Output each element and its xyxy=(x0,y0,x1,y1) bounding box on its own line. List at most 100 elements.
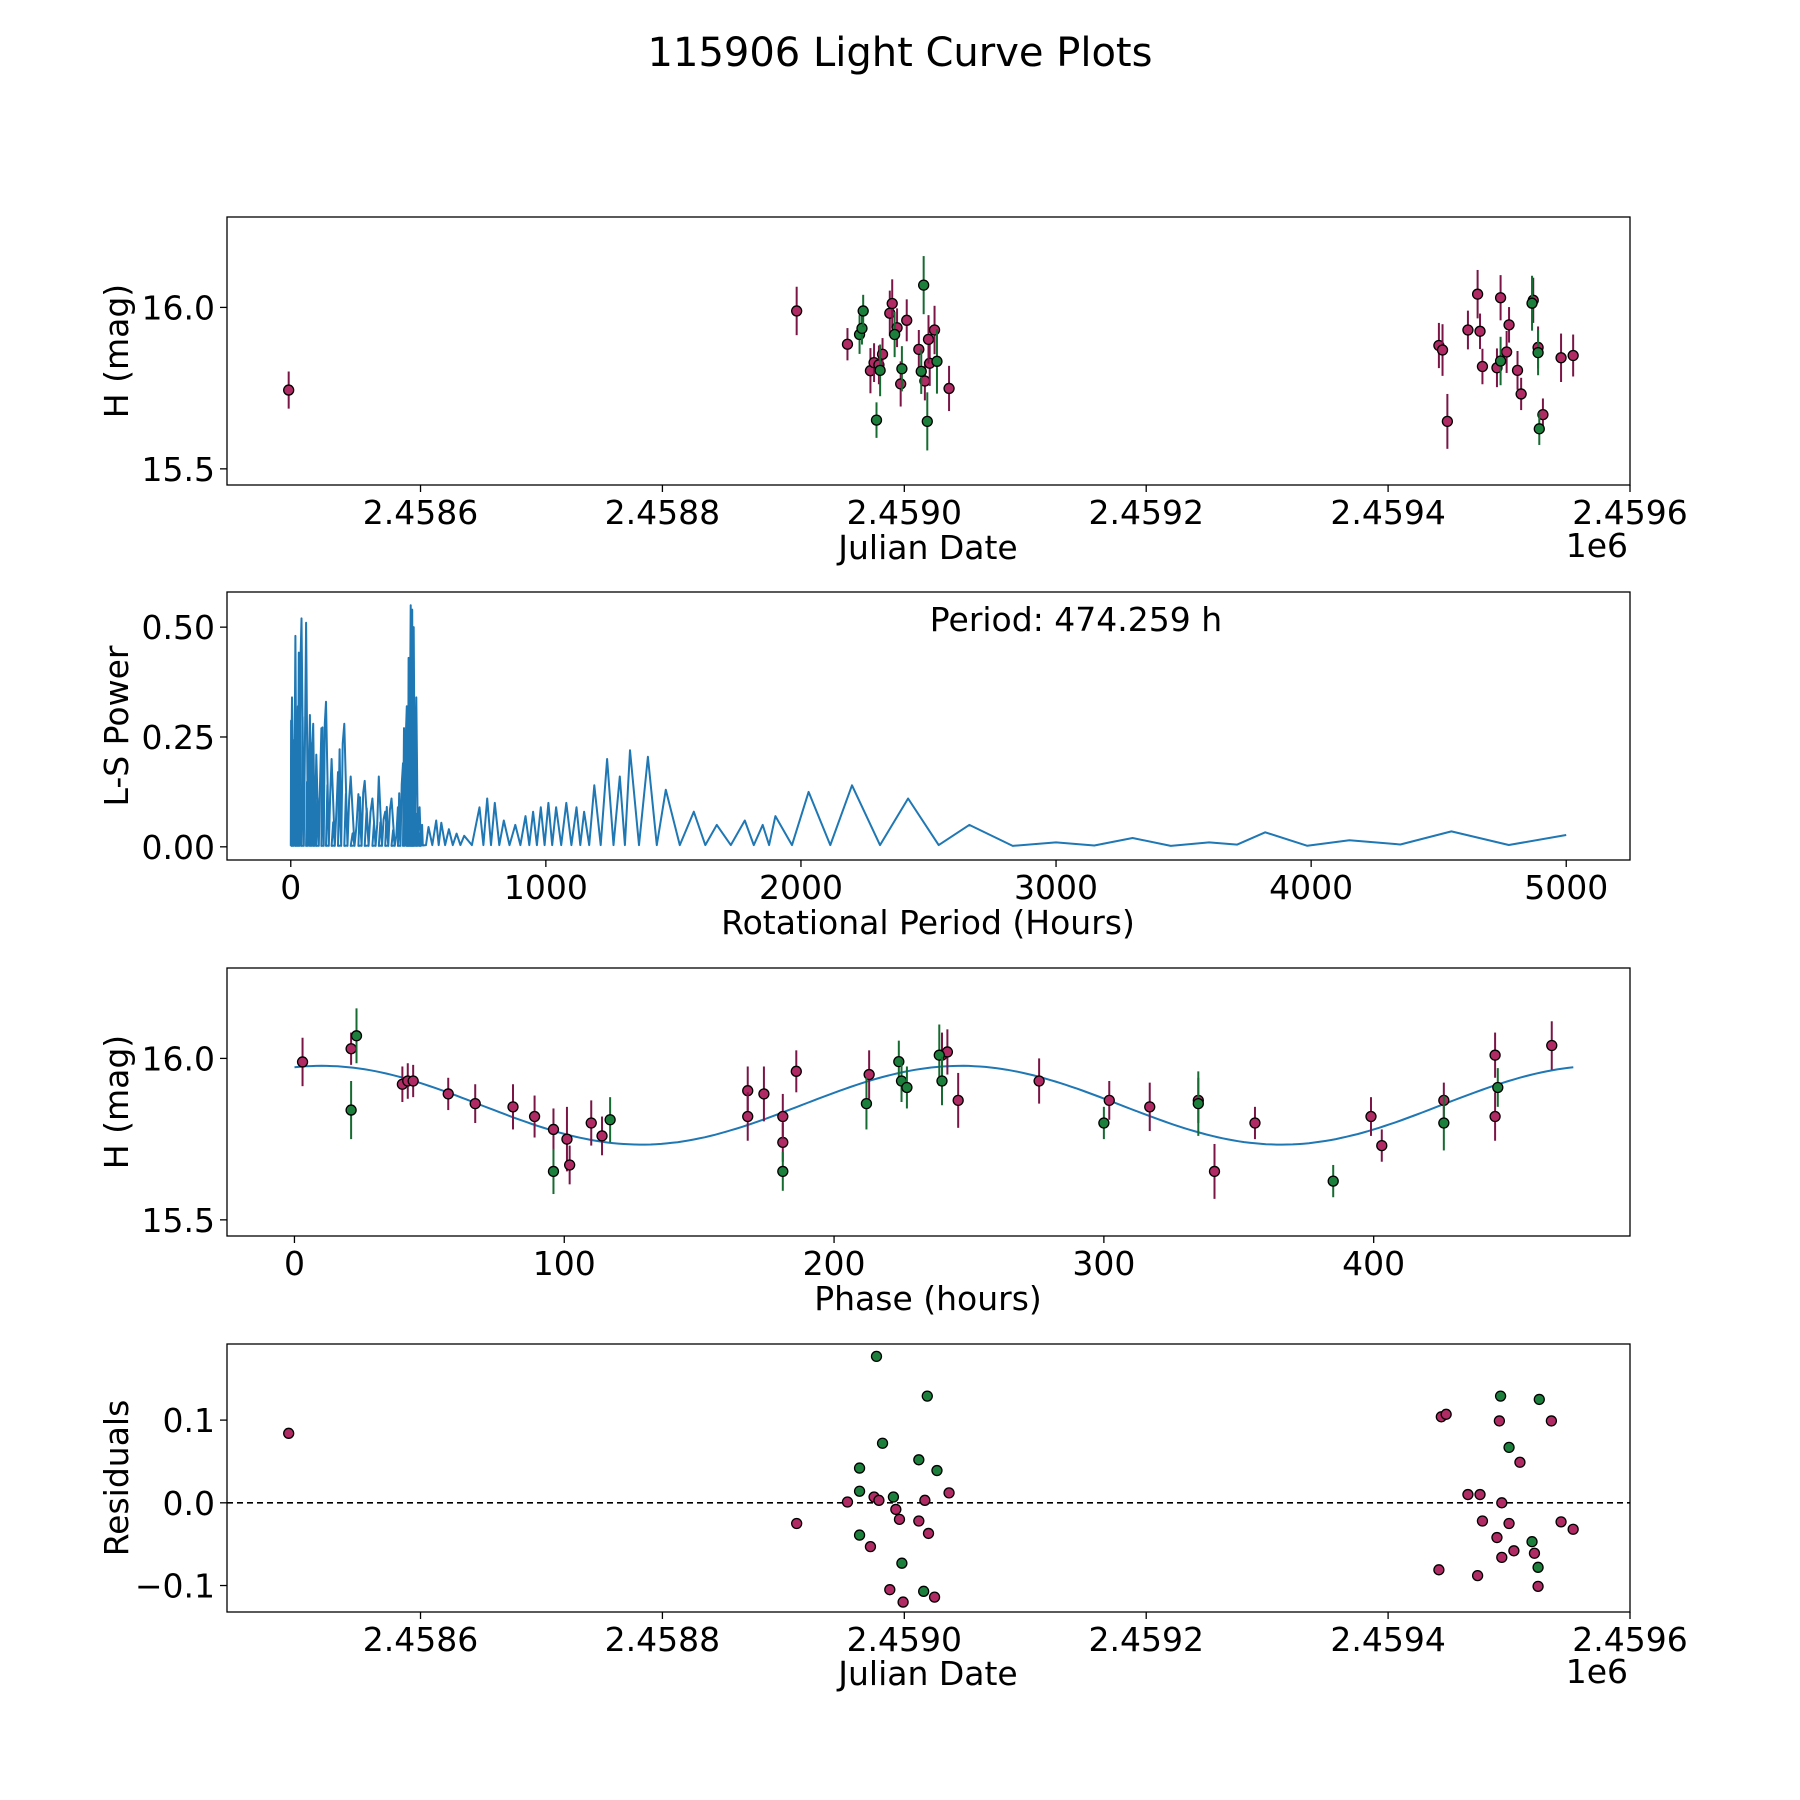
residuals-point-r xyxy=(1474,1488,1486,1501)
lightcurve-point-r xyxy=(895,378,907,390)
residuals-point-r xyxy=(893,1513,906,1526)
residuals-point-g xyxy=(1494,1390,1507,1402)
phased-point-g xyxy=(1098,1117,1110,1129)
lightcurve-point-g xyxy=(1532,346,1544,359)
residuals-ytick-label: 0.0 xyxy=(163,1484,215,1523)
residuals-xtick-label: 2.4586 xyxy=(363,1620,478,1659)
lightcurve-point-g xyxy=(931,355,943,367)
residuals-point-r xyxy=(1503,1517,1515,1530)
residuals-point-r xyxy=(922,1527,935,1540)
residuals-point-r xyxy=(913,1515,925,1527)
residuals-x-offset: 1e6 xyxy=(1566,1652,1628,1691)
periodogram-ylabel: L-S Power xyxy=(97,645,136,806)
lightcurve-point-g xyxy=(915,365,927,377)
residuals-xtick-label: 2.4594 xyxy=(1330,1620,1445,1659)
phased-point-g xyxy=(1192,1097,1204,1110)
residuals-point-r xyxy=(1496,1497,1508,1509)
residuals-point-r xyxy=(1496,1551,1508,1564)
lightcurve-ticks: 2.4586 2.4588 2.4590 2.4592 2.4594 2.4596 15.5… xyxy=(142,288,1688,532)
residuals-point-r xyxy=(919,1494,931,1506)
phased-point-r xyxy=(1546,1039,1558,1052)
phased-point-r xyxy=(742,1110,754,1123)
residuals-point-g xyxy=(1526,1536,1538,1548)
residuals-point-r xyxy=(1440,1408,1452,1420)
periodogram-ytick-label: 0.00 xyxy=(142,828,215,867)
phased-point-r xyxy=(585,1117,597,1129)
phased-ytick-label: 16.0 xyxy=(142,1039,215,1078)
lightcurve-point-r xyxy=(1494,292,1507,304)
periodogram-xtick-label: 1000 xyxy=(504,868,588,907)
phased-xtick-label: 200 xyxy=(803,1244,866,1283)
lightcurve-point-r xyxy=(1441,415,1454,428)
phased-point-r xyxy=(1033,1075,1045,1087)
lightcurve-panel: 2.4586 2.4588 2.4590 2.4592 2.4594 2.4596 15.5… xyxy=(97,216,1688,567)
lightcurve-point-r xyxy=(1500,346,1513,358)
lightcurve-point-g xyxy=(1494,355,1507,367)
residuals-point-r xyxy=(897,1596,909,1608)
phased-point-r xyxy=(1376,1139,1388,1152)
phased-point-r xyxy=(561,1133,573,1145)
phased-point-r xyxy=(407,1075,419,1087)
residuals-point-r xyxy=(1476,1515,1489,1527)
residuals-point-g xyxy=(853,1462,866,1474)
residuals-point-g xyxy=(1503,1441,1515,1454)
phased-point-g xyxy=(547,1165,560,1178)
phased-point-g xyxy=(345,1104,357,1116)
phased-panel: 0 100 200 300 400 15.5 16.0 Phase (hours) H (m… xyxy=(97,967,1631,1318)
residuals-point-r xyxy=(1545,1415,1558,1427)
residuals-point-g xyxy=(887,1491,900,1503)
residuals-point-r xyxy=(1493,1415,1506,1427)
lightcurve-point-r xyxy=(943,382,955,395)
phased-point-r xyxy=(1489,1049,1501,1061)
lightcurve-point-r xyxy=(841,338,854,350)
lightcurve-point-r xyxy=(1555,352,1567,364)
lightcurve-point-r xyxy=(884,307,896,319)
residuals-xtick-label: 2.4592 xyxy=(1088,1620,1203,1659)
periodogram-xtick-label: 2000 xyxy=(759,868,843,907)
residuals-point-r xyxy=(943,1487,955,1499)
residuals-point-g xyxy=(870,1350,883,1363)
residuals-point-g xyxy=(876,1437,889,1449)
periodogram-xtick-label: 5000 xyxy=(1524,868,1608,907)
phased-xtick-label: 100 xyxy=(533,1244,596,1283)
phased-ytick-label: 15.5 xyxy=(142,1201,215,1240)
lightcurve-point-g xyxy=(1526,297,1538,309)
periodogram-panel: 0 1000 2000 3000 4000 5000 0.00 0.25 0.50 Period… xyxy=(97,591,1631,942)
phased-marks xyxy=(294,1008,1574,1199)
lightcurve-axes-frame xyxy=(226,216,1631,486)
phased-point-r xyxy=(952,1094,964,1107)
phased-point-r xyxy=(296,1056,309,1068)
residuals-ylabel: Residuals xyxy=(97,1400,136,1557)
lightcurve-xtick-label: 2.4588 xyxy=(605,493,720,532)
residuals-point-g xyxy=(921,1390,933,1402)
residuals-point-r xyxy=(1491,1531,1503,1544)
lightcurve-ytick-label: 15.5 xyxy=(142,450,215,489)
lightcurve-point-g xyxy=(888,328,901,341)
residuals-point-g xyxy=(913,1454,925,1466)
periodogram-xtick-label: 0 xyxy=(280,868,301,907)
residuals-point-g xyxy=(896,1557,908,1569)
residuals-point-r xyxy=(928,1591,941,1603)
residuals-xtick-label: 2.4588 xyxy=(605,1620,720,1659)
lightcurve-point-r xyxy=(1537,408,1549,421)
lightcurve-point-r xyxy=(1511,364,1524,377)
residuals-ticks: 2.4586 2.4588 2.4590 2.4592 2.4594 2.4596 −0.1… xyxy=(135,1401,1688,1659)
phased-point-g xyxy=(936,1075,948,1087)
phased-point-g xyxy=(777,1165,789,1178)
lightcurve-x-offset: 1e6 xyxy=(1566,526,1628,565)
lightcurve-xtick-label: 2.4586 xyxy=(363,493,478,532)
lightcurve-xtick-label: 2.4594 xyxy=(1330,493,1445,532)
lightcurve-point-g xyxy=(870,414,883,426)
phased-xlabel: Phase (hours) xyxy=(814,1279,1042,1318)
residuals-ytick-label: −0.1 xyxy=(135,1567,215,1606)
lightcurve-ytick-label: 16.0 xyxy=(142,288,215,327)
phased-axes-frame xyxy=(226,967,1631,1237)
phased-point-r xyxy=(863,1068,875,1081)
periodogram-marks xyxy=(289,604,1567,847)
lightcurve-ylabel: H (mag) xyxy=(97,284,136,418)
lightcurve-point-g xyxy=(1533,423,1545,435)
residuals-point-g xyxy=(918,1585,930,1597)
phased-point-r xyxy=(469,1097,481,1110)
lightcurve-point-g xyxy=(856,322,868,335)
